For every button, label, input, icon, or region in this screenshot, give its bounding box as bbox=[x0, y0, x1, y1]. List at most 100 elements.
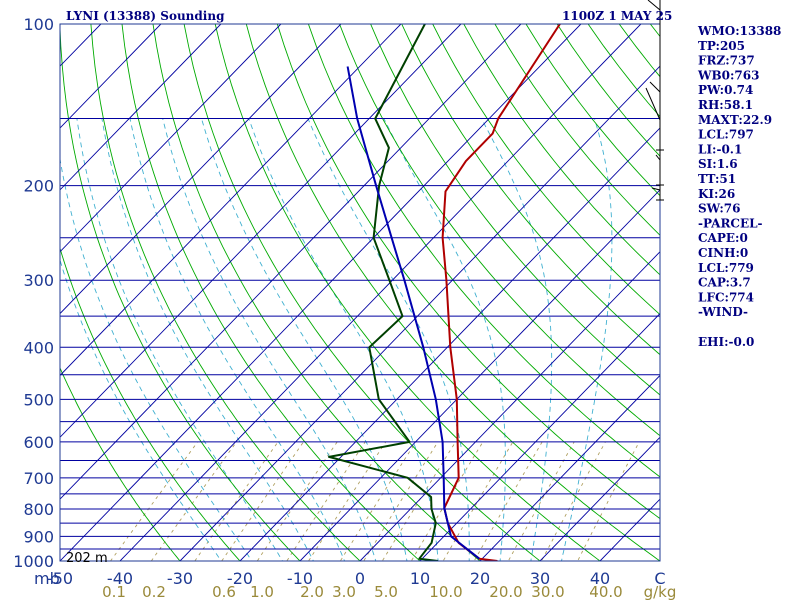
mixing-ratio-label: 10.0 bbox=[429, 583, 462, 600]
mixing-ratio-line bbox=[577, 441, 640, 561]
index-line: KI:26 bbox=[698, 187, 735, 201]
sounding-time: 1100Z 1 MAY 25 bbox=[562, 9, 672, 23]
index-line: WB0:763 bbox=[697, 68, 759, 82]
moist-adiabat bbox=[248, 118, 439, 561]
isotherm bbox=[60, 24, 162, 129]
index-line: PW:0.74 bbox=[698, 83, 753, 97]
dry-adiabat bbox=[214, 24, 601, 561]
parcel-profile bbox=[346, 66, 480, 560]
temperature-tick-label: -10 bbox=[287, 569, 313, 588]
index-line: RH:58.1 bbox=[698, 98, 753, 112]
pressure-tick-label: 500 bbox=[23, 390, 54, 409]
chart-title: LYNI (13388) Sounding bbox=[66, 9, 225, 23]
temperature-tick-label: -30 bbox=[167, 569, 193, 588]
pressure-tick-label: 800 bbox=[23, 500, 54, 519]
mixing-ratio-line bbox=[150, 441, 237, 561]
index-line: LCL:779 bbox=[698, 261, 754, 275]
index-line: FRZ:737 bbox=[698, 54, 755, 68]
isotherm bbox=[239, 127, 660, 561]
index-line: LFC:774 bbox=[698, 290, 754, 304]
wind-barb bbox=[655, 154, 661, 161]
mixing-ratio-label: g/kg bbox=[644, 583, 677, 600]
index-line: -PARCEL- bbox=[698, 216, 763, 230]
dry-adiabat bbox=[525, 24, 660, 197]
isotherm bbox=[60, 24, 582, 561]
mixing-ratio-line bbox=[381, 441, 456, 561]
mixing-ratio-label: 40.0 bbox=[589, 583, 622, 600]
index-line: CAPE:0 bbox=[698, 231, 748, 245]
dry-adiabat bbox=[121, 24, 421, 561]
wind-barb bbox=[645, 87, 661, 121]
pressure-tick-label: 900 bbox=[23, 527, 54, 546]
index-line: WMO:13388 bbox=[697, 24, 781, 38]
index-line: -WIND- bbox=[698, 305, 748, 319]
dry-adiabat bbox=[587, 24, 660, 118]
isotherm bbox=[60, 24, 402, 377]
isotherm bbox=[60, 24, 222, 191]
index-line: SI:1.6 bbox=[698, 157, 738, 171]
dewpoint-profile bbox=[328, 24, 439, 561]
mixing-ratio-line bbox=[507, 441, 575, 561]
index-line: CINH:0 bbox=[698, 246, 748, 260]
isotherm bbox=[60, 24, 462, 438]
temperature-tick-label: 30 bbox=[530, 569, 550, 588]
mixing-ratio-line bbox=[221, 441, 304, 561]
index-line: TP:205 bbox=[698, 39, 745, 53]
isotherm bbox=[60, 24, 522, 500]
mixing-ratio-line bbox=[473, 441, 543, 561]
mixing-ratio-line bbox=[256, 441, 338, 561]
mixing-ratio-line bbox=[540, 441, 606, 561]
mixing-ratio-line bbox=[410, 441, 484, 561]
temperature-tick-label: 0 bbox=[355, 569, 365, 588]
mixing-ratio-label: 1.0 bbox=[250, 583, 274, 600]
pressure-tick-label: 1000 bbox=[13, 552, 54, 571]
moist-adiabat bbox=[60, 156, 253, 561]
isotherm bbox=[539, 436, 660, 561]
isotherm bbox=[359, 251, 660, 561]
index-line: TT:51 bbox=[698, 172, 736, 186]
mixing-ratio-label: 0.6 bbox=[212, 583, 236, 600]
mixing-ratio-label: 5.0 bbox=[374, 583, 398, 600]
stability-indices-panel: WMO:13388TP:205FRZ:737WB0:763PW:0.74RH:5… bbox=[697, 24, 781, 349]
mixing-ratio-line bbox=[442, 441, 514, 561]
mixing-ratio-label: 30.0 bbox=[531, 583, 564, 600]
surface-height-label: 202 m bbox=[66, 551, 108, 566]
mixing-ratio-label: 0.1 bbox=[102, 583, 126, 600]
dry-adiabat bbox=[60, 366, 181, 561]
index-line: SW:76 bbox=[698, 202, 740, 216]
dry-adiabat bbox=[60, 246, 241, 561]
temperature-tick-label: 20 bbox=[470, 569, 490, 588]
wind-barb bbox=[647, 0, 661, 11]
pressure-tick-label: 200 bbox=[23, 177, 54, 196]
index-line: EHI:-0.0 bbox=[698, 335, 754, 349]
index-line: LI:-0.1 bbox=[698, 142, 742, 156]
mixing-ratio-line bbox=[363, 441, 439, 561]
index-line: MAXT:22.9 bbox=[698, 113, 772, 127]
mixing-ratio-label: 0.2 bbox=[142, 583, 166, 600]
plot-frame bbox=[59, 23, 661, 562]
temperature-profile bbox=[441, 24, 561, 561]
temperature-tick-label: 40 bbox=[590, 569, 610, 588]
pressure-tick-label: 700 bbox=[23, 469, 54, 488]
isotherm bbox=[179, 65, 660, 561]
mixing-ratio-label: 3.0 bbox=[332, 583, 356, 600]
pressure-unit-label: mb bbox=[34, 569, 60, 588]
pressure-tick-label: 400 bbox=[23, 338, 54, 357]
temperature-tick-label: -20 bbox=[227, 569, 253, 588]
temperature-tick-label: -50 bbox=[47, 569, 73, 588]
temperature-tick-label: -40 bbox=[107, 569, 133, 588]
moist-adiabat bbox=[101, 118, 314, 561]
moist-adiabat bbox=[129, 118, 346, 561]
index-line: CAP:3.7 bbox=[698, 276, 751, 290]
isotherm bbox=[60, 24, 282, 253]
index-line: LCL:797 bbox=[698, 128, 754, 142]
isotherm bbox=[419, 312, 660, 561]
moist-adiabat bbox=[162, 118, 377, 561]
mixing-ratio-label: 20.0 bbox=[489, 583, 522, 600]
mixing-ratio-line bbox=[194, 441, 279, 561]
wind-barb bbox=[651, 187, 661, 191]
temperature-tick-label: 10 bbox=[410, 569, 430, 588]
temperature-tick-label: C bbox=[654, 569, 665, 588]
isotherm bbox=[119, 24, 642, 561]
